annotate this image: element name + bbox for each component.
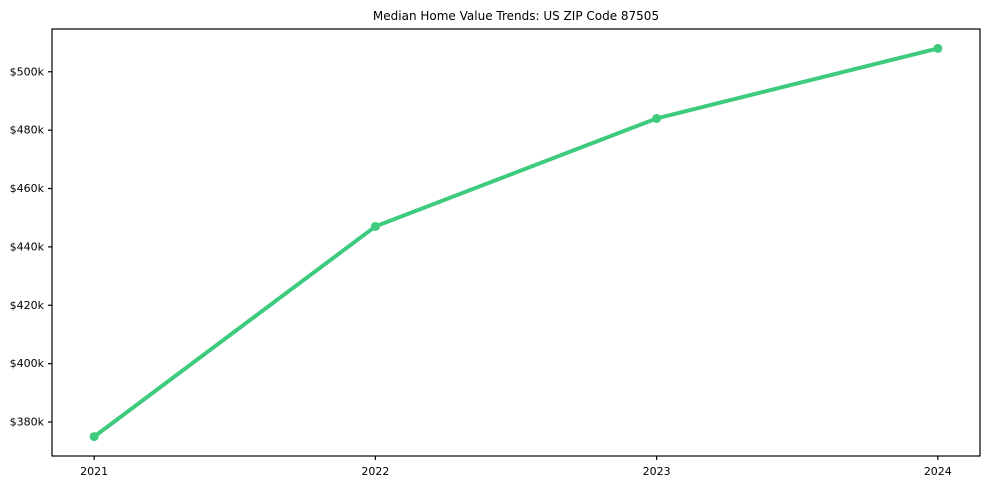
x-tick-label: 2022	[361, 465, 389, 478]
data-point-marker	[933, 43, 943, 53]
plot-area: $380k $400k $420k $440k $460k $480k $500k 2021 2…	[10, 28, 981, 478]
data-point-marker	[370, 221, 380, 231]
y-tick-label: $380k	[10, 415, 45, 428]
y-tick-label: $440k	[10, 240, 45, 253]
x-tick-label: 2023	[643, 465, 671, 478]
data-point-marker	[652, 113, 662, 123]
y-tick-label: $400k	[10, 357, 45, 370]
trend-line	[92, 46, 940, 439]
y-tick-label: $460k	[10, 182, 45, 195]
data-point-marker	[89, 432, 99, 442]
plot-frame	[51, 28, 981, 457]
y-tick-label: $500k	[10, 65, 45, 78]
y-tick-label: $480k	[10, 124, 45, 137]
x-tick-label: 2021	[80, 465, 108, 478]
x-tick-label: 2024	[924, 465, 952, 478]
y-tick-label: $420k	[10, 299, 45, 312]
chart-title: Median Home Value Trends: US ZIP Code 87…	[373, 9, 659, 23]
